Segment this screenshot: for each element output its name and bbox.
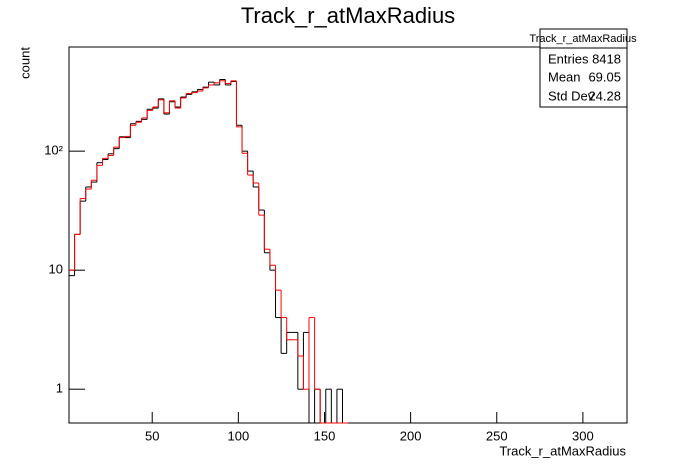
x-tick-label: 150 [314,428,336,443]
stats-value: 8418 [592,51,621,66]
stats-title: Track_r_atMaxRadius [529,33,637,45]
x-tick-label: 100 [227,428,249,443]
y-tick-label: 10² [44,143,63,158]
x-tick-label: 300 [572,428,594,443]
stats-key: Mean [548,69,581,84]
stats-frame [539,28,628,108]
stats-key: Entries [548,51,589,66]
x-tick-label: 250 [486,428,508,443]
y-axis-label: count [17,47,32,79]
stats-box: Track_r_atMaxRadius Entries 8418 Mean 69… [529,28,637,108]
x-tick-label: 50 [145,428,159,443]
x-tick-label: 200 [400,428,422,443]
stats-key: Std Dev [548,88,595,103]
y-tick-label: 1 [56,381,63,396]
y-tick-label: 10 [49,262,63,277]
stats-value: 24.28 [588,88,621,103]
chart-title: Track_r_atMaxRadius [241,3,455,28]
x-axis-label: Track_r_atMaxRadius [499,443,626,458]
stats-value: 69.05 [588,69,621,84]
